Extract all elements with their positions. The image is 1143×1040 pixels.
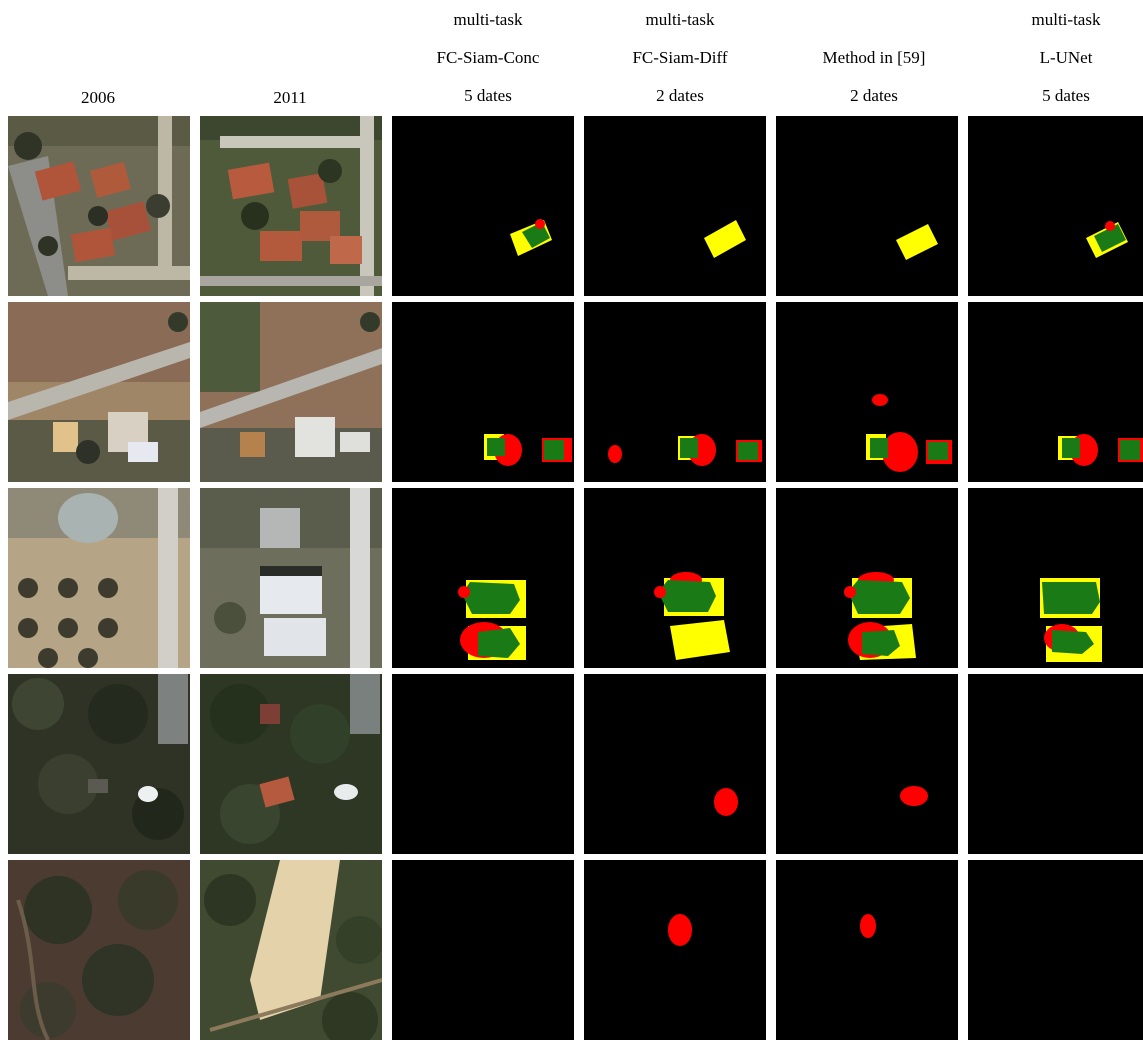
satellite-image-2006-row2: [8, 302, 190, 482]
change-map-method-59-row1: [776, 116, 958, 296]
change-map-l-unet-row5: [968, 860, 1143, 1040]
header-line: multi-task: [453, 10, 523, 29]
change-map-method-59-row4: [776, 674, 958, 854]
change-map-fc-siam-diff-row5: [584, 860, 766, 1040]
satellite-image-2006-row3: [8, 488, 190, 668]
header-line: 5 dates: [1042, 86, 1090, 105]
change-map-fc-siam-conc-row1: [392, 116, 574, 296]
header-line: multi-task: [1031, 10, 1101, 29]
header-line: 2 dates: [850, 86, 898, 105]
header-line: FC-Siam-Conc: [436, 48, 540, 67]
satellite-image-2006-row5: [8, 860, 190, 1040]
header-line: L-UNet: [1039, 48, 1093, 67]
satellite-image-2006-row1: [8, 116, 190, 296]
change-map-fc-siam-conc-row5: [392, 860, 574, 1040]
satellite-image-2011-row3: [200, 488, 382, 668]
change-map-fc-siam-conc-row4: [392, 674, 574, 854]
header-line: FC-Siam-Diff: [632, 48, 728, 67]
header-line: multi-task: [645, 10, 715, 29]
change-map-l-unet-row3: [968, 488, 1143, 668]
header-line: Method in [59]: [822, 48, 926, 67]
change-map-l-unet-row1: [968, 116, 1143, 296]
change-map-method-59-row3: [776, 488, 958, 668]
change-map-fc-siam-diff-row2: [584, 302, 766, 482]
change-map-fc-siam-diff-row4: [584, 674, 766, 854]
change-map-method-59-row2: [776, 302, 958, 482]
satellite-image-2011-row2: [200, 302, 382, 482]
change-map-l-unet-row4: [968, 674, 1143, 854]
figure-header: 2006 2011 multi-task FC-Siam-Conc 5 date…: [0, 0, 1143, 114]
change-map-method-59-row5: [776, 860, 958, 1040]
change-map-l-unet-row2: [968, 302, 1143, 482]
satellite-image-2011-row4: [200, 674, 382, 854]
change-map-fc-siam-diff-row1: [584, 116, 766, 296]
satellite-image-2011-row5: [200, 860, 382, 1040]
header-line: 2011: [273, 88, 307, 107]
header-line: 2006: [81, 88, 115, 107]
change-map-fc-siam-conc-row2: [392, 302, 574, 482]
change-map-fc-siam-diff-row3: [584, 488, 766, 668]
satellite-image-2011-row1: [200, 116, 382, 296]
header-line: 2 dates: [656, 86, 704, 105]
header-line: 5 dates: [464, 86, 512, 105]
change-map-fc-siam-conc-row3: [392, 488, 574, 668]
satellite-image-2006-row4: [8, 674, 190, 854]
